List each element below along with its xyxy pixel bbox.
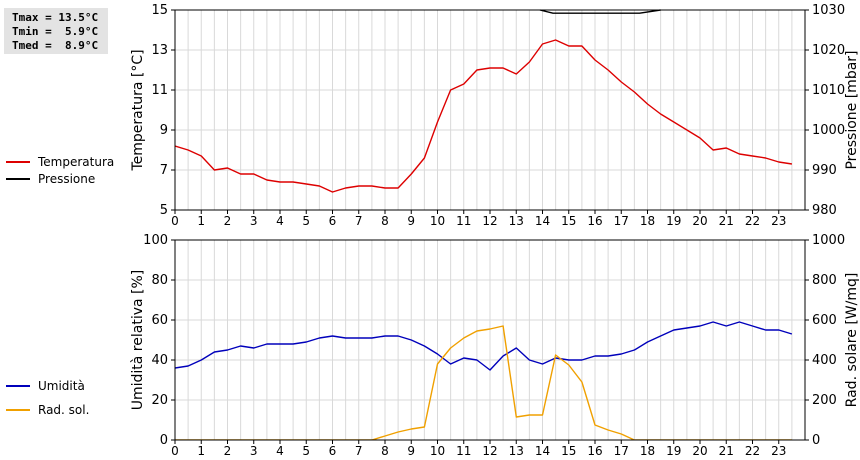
x-tick-label: 2 xyxy=(224,214,232,228)
stat-tmin: Tmin = 5.9°C xyxy=(12,25,99,38)
x-tick-label: 7 xyxy=(355,444,363,458)
x-tick-label: 16 xyxy=(587,444,602,458)
x-tick-label: 12 xyxy=(482,444,497,458)
x-tick-label: 20 xyxy=(692,444,707,458)
x-tick-label: 19 xyxy=(666,444,681,458)
x-tick-label: 1 xyxy=(197,444,205,458)
x-tick-label: 22 xyxy=(745,444,760,458)
y-tick-label: 40 xyxy=(151,353,168,368)
x-tick-label: 15 xyxy=(561,444,576,458)
y-tick-label: 80 xyxy=(151,273,168,288)
x-tick-label: 23 xyxy=(771,214,786,228)
y-tick-label: 20 xyxy=(151,393,168,408)
y2-tick-label: 1020 xyxy=(812,43,845,58)
y-tick-label: 5 xyxy=(160,203,168,218)
x-tick-label: 22 xyxy=(745,214,760,228)
legend-label: Umidità xyxy=(38,379,85,393)
stat-tmax: Tmax = 13.5°C xyxy=(12,11,99,24)
y-tick-label: 0 xyxy=(160,433,168,448)
y-tick-label: 100 xyxy=(143,233,168,248)
series-line-pressione xyxy=(539,9,661,14)
x-tick-label: 4 xyxy=(276,444,284,458)
x-tick-label: 17 xyxy=(614,214,629,228)
x-tick-label: 21 xyxy=(719,444,734,458)
x-tick-label: 0 xyxy=(171,444,179,458)
stat-tmed: Tmed = 8.9°C xyxy=(12,39,99,52)
chart-panel-1: 0 1 2 3 4 5 6 7 8 9 10 11 12 13 14 15 16 17 18 19 20 21 22 2357… xyxy=(6,3,860,228)
legend-label: Rad. sol. xyxy=(38,403,89,417)
x-tick-label: 6 xyxy=(329,214,337,228)
y2-tick-label: 1010 xyxy=(812,83,845,98)
x-tick-label: 23 xyxy=(771,444,786,458)
y2-axis-title: Rad. solare [W/mq] xyxy=(844,273,860,408)
x-tick-label: 10 xyxy=(430,444,445,458)
x-tick-label: 2 xyxy=(224,444,232,458)
y2-axis-title: Pressione [mbar] xyxy=(844,50,860,169)
x-tick-label: 1 xyxy=(197,214,205,228)
y2-tick-label: 800 xyxy=(812,273,837,288)
y-tick-label: 13 xyxy=(151,43,168,58)
y2-tick-label: 1000 xyxy=(812,233,845,248)
x-tick-label: 18 xyxy=(640,444,655,458)
x-tick-label: 0 xyxy=(171,214,179,228)
x-tick-label: 18 xyxy=(640,214,655,228)
y-tick-label: 11 xyxy=(151,83,168,98)
y2-tick-label: 600 xyxy=(812,313,837,328)
y-tick-label: 9 xyxy=(160,123,168,138)
y2-tick-label: 1000 xyxy=(812,123,845,138)
y2-tick-label: 200 xyxy=(812,393,837,408)
y2-tick-label: 980 xyxy=(812,203,837,218)
x-tick-label: 4 xyxy=(276,214,284,228)
x-tick-label: 9 xyxy=(407,214,415,228)
y2-tick-label: 990 xyxy=(812,163,837,178)
x-tick-label: 13 xyxy=(509,214,524,228)
x-tick-label: 5 xyxy=(302,214,310,228)
x-tick-label: 7 xyxy=(355,214,363,228)
x-tick-label: 14 xyxy=(535,444,550,458)
x-tick-label: 5 xyxy=(302,444,310,458)
y2-tick-label: 0 xyxy=(812,433,820,448)
x-tick-label: 12 xyxy=(482,214,497,228)
x-tick-label: 14 xyxy=(535,214,550,228)
y-tick-label: 7 xyxy=(160,163,168,178)
series-line-temperatura xyxy=(175,39,793,193)
x-tick-label: 8 xyxy=(381,214,389,228)
x-tick-label: 15 xyxy=(561,214,576,228)
x-tick-label: 16 xyxy=(587,214,602,228)
chart-panel-2: 0 1 2 3 4 5 6 7 8 9 10 11 12 13 14 15 16 17 18 19 20 21 22 2302… xyxy=(6,233,860,458)
y2-tick-label: 1030 xyxy=(812,3,845,18)
y-axis-title: Umidità relativa [%] xyxy=(130,270,146,411)
legend-label: Pressione xyxy=(38,172,95,186)
y2-tick-label: 400 xyxy=(812,353,837,368)
series-line-rad-sol xyxy=(175,325,792,440)
y-tick-label: 60 xyxy=(151,313,168,328)
x-tick-label: 21 xyxy=(719,214,734,228)
x-tick-label: 11 xyxy=(456,444,471,458)
x-tick-label: 19 xyxy=(666,214,681,228)
x-tick-label: 6 xyxy=(329,444,337,458)
x-tick-label: 3 xyxy=(250,214,258,228)
y-tick-label: 15 xyxy=(151,3,168,18)
x-tick-label: 8 xyxy=(381,444,389,458)
stats-box: Tmax = 13.5°C Tmin = 5.9°C Tmed = 8.9°C xyxy=(4,8,108,54)
x-tick-label: 20 xyxy=(692,214,707,228)
y-axis-title: Temperatura [°C] xyxy=(130,49,146,171)
x-tick-label: 13 xyxy=(509,444,524,458)
x-tick-label: 10 xyxy=(430,214,445,228)
x-tick-label: 11 xyxy=(456,214,471,228)
x-tick-label: 9 xyxy=(407,444,415,458)
series-line-umidit xyxy=(175,321,793,371)
x-tick-label: 3 xyxy=(250,444,258,458)
legend-label: Temperatura xyxy=(37,155,114,169)
x-tick-label: 17 xyxy=(614,444,629,458)
